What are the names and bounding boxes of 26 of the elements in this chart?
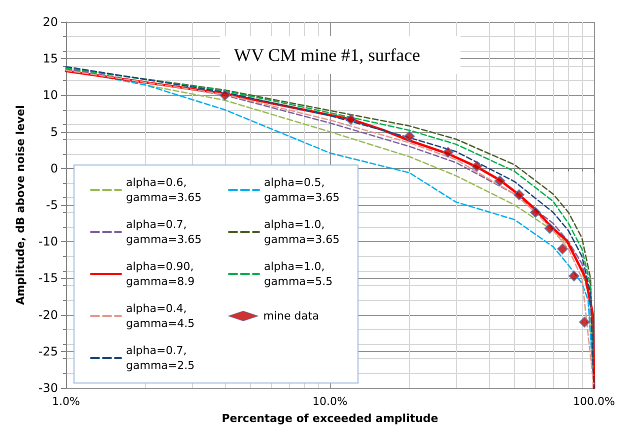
y-tick-label: -15 (38, 271, 58, 286)
x-axis-title: Percentage of exceeded amplitude (222, 412, 438, 425)
y-tick-label: 5 (50, 124, 58, 139)
legend-label: alpha=1.0, gamma=5.5 (264, 260, 333, 288)
y-tick-label: -25 (38, 344, 58, 358)
x-tick-label: 1.0% (52, 395, 80, 408)
y-axis-title: Amplitude, dB above noise level (14, 105, 27, 305)
legend-label: alpha=0.6, gamma=3.65 (126, 176, 202, 204)
y-tick-label: 15 (42, 52, 58, 66)
legend-label: alpha=0.90, gamma=8.9 (126, 260, 198, 288)
legend-label: alpha=0.7, gamma=2.5 (126, 344, 195, 372)
y-tick-label: -30 (38, 381, 58, 395)
x-tick-label: 100.0% (573, 395, 615, 408)
y-tick-label: -5 (46, 198, 58, 212)
y-tick-label: -10 (38, 234, 58, 249)
y-tick-label: 10 (42, 88, 58, 102)
y-tick-label: 20 (42, 15, 58, 29)
text: WV CM mine #1, surface (234, 45, 420, 65)
y-tick-label: 0 (50, 161, 58, 176)
legend-label: mine data (263, 310, 320, 322)
legend-label: alpha=1.0, gamma=3.65 (264, 218, 340, 246)
legend-label: alpha=0.7, gamma=3.65 (126, 218, 202, 246)
legend-label: alpha=0.5, gamma=3.65 (264, 176, 340, 204)
y-tick-label: -20 (38, 308, 58, 322)
legend-label: alpha=0.4, gamma=4.5 (126, 302, 195, 330)
x-tick-label: 10.0% (312, 395, 348, 408)
